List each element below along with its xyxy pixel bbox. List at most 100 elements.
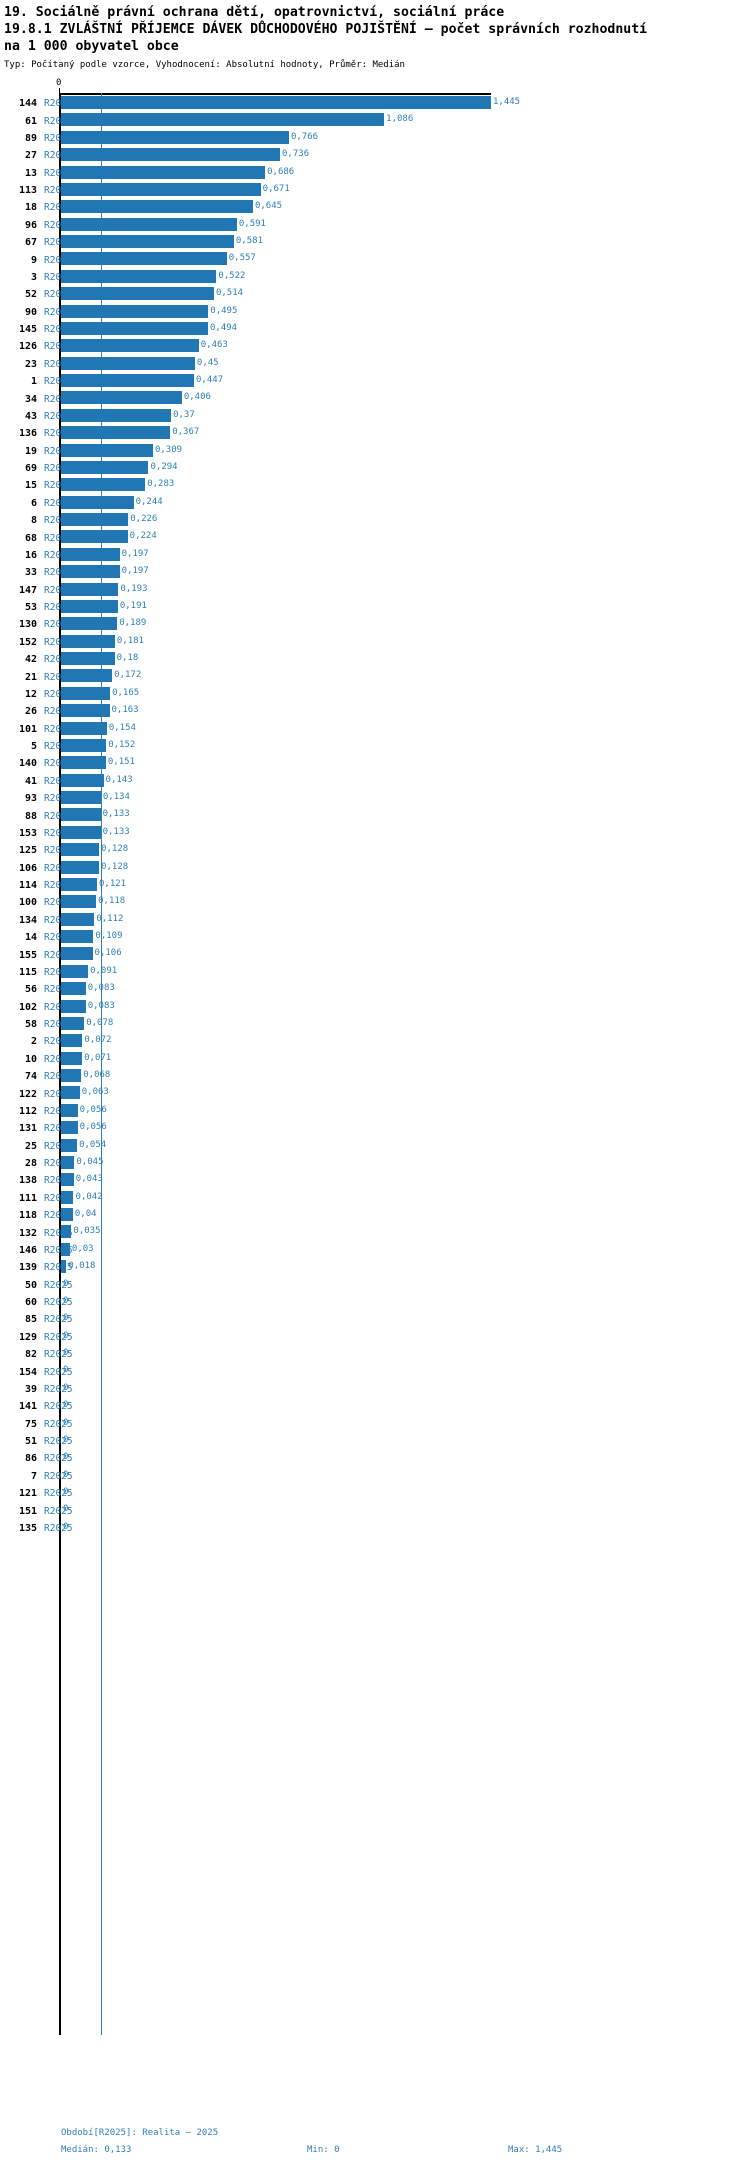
bar[interactable] [61,1086,80,1100]
bar[interactable] [61,1121,78,1135]
bar[interactable] [61,1016,85,1030]
bar[interactable] [61,1034,83,1048]
bar[interactable] [61,443,153,457]
bar[interactable] [61,843,100,857]
bar[interactable] [61,269,217,283]
row-period-label: R2025 [44,897,73,909]
bar-row: 135 R2025 0 [0,1520,750,1537]
row-period-label: R2025 [44,1053,73,1065]
bar[interactable] [61,1242,70,1256]
bar[interactable] [61,599,118,613]
bar[interactable] [61,669,113,683]
row-period-label: R2025 [44,306,73,318]
bar-with-value: 0 [61,1347,68,1360]
bar[interactable] [61,1173,74,1187]
bar[interactable] [61,235,234,248]
bar-with-value: 0 [61,1382,68,1395]
bar[interactable] [61,686,111,700]
bar[interactable] [61,704,110,718]
bar[interactable] [61,773,104,787]
bar-with-value: 0 [61,1486,68,1499]
bar-row: 144 R2025 1,445 [0,95,750,112]
row-period-label: R2025 [44,1175,73,1187]
bar[interactable] [61,287,214,301]
bar-value-label: 0,189 [119,618,147,629]
bar[interactable] [61,999,86,1013]
bar[interactable] [61,513,129,526]
bar[interactable] [61,1208,73,1221]
row-category-label: 113 [18,185,37,197]
bar[interactable] [61,96,491,109]
row-category-label: 93 [24,793,37,805]
bar[interactable] [61,182,261,196]
bar-value-label: 0,078 [86,1017,114,1028]
bar[interactable] [61,1155,75,1169]
bar[interactable] [61,1069,82,1082]
bar-value-label: 0 [63,1295,69,1306]
bar[interactable] [61,1190,74,1204]
bar[interactable] [61,339,199,353]
row-period-label: R2025 [44,376,73,388]
bar[interactable] [61,877,97,891]
bar-value-label: 0,494 [210,322,238,333]
bar[interactable] [61,947,93,961]
bar[interactable] [61,217,237,231]
bar[interactable] [61,791,101,804]
bar[interactable] [61,1225,72,1239]
row-period-label: R2025 [44,984,73,996]
row-period-label: R2025 [44,1262,73,1274]
bar[interactable] [61,756,106,770]
bar[interactable] [61,930,94,943]
bar[interactable] [61,374,195,387]
bar[interactable] [61,304,209,318]
bar[interactable] [61,252,227,266]
bar[interactable] [61,165,266,179]
bar[interactable] [61,408,172,422]
bar[interactable] [61,808,101,822]
bar[interactable] [61,478,146,492]
bar[interactable] [61,825,101,839]
row-category-label: 121 [18,1488,37,1500]
bar-value-label: 0,37 [173,409,195,420]
bar[interactable] [61,860,100,874]
bar[interactable] [61,964,89,978]
bar[interactable] [61,426,171,440]
bar-with-value: 0,042 [61,1190,103,1204]
chart-footer: Období[R2025]: Realita – 2025 Medián: 0,… [0,2126,750,2160]
bar[interactable] [61,321,208,335]
bar-value-label: 0,071 [84,1052,112,1063]
bar[interactable] [61,738,107,752]
bar-row: 153 R2025 0,133 [0,825,750,842]
bar[interactable] [61,1138,78,1152]
bar[interactable] [61,895,97,909]
bar[interactable] [61,912,95,926]
bar[interactable] [61,652,115,665]
bar[interactable] [61,582,119,596]
bar-with-value: 0,043 [61,1173,103,1187]
bar[interactable] [61,460,149,474]
row-category-label: 61 [24,115,37,127]
bar[interactable] [61,721,107,735]
bar[interactable] [61,1051,83,1065]
bar[interactable] [61,356,195,370]
bar-row: 42 R2025 0,18 [0,651,750,668]
bar-with-value: 0 [61,1330,68,1343]
bar[interactable] [61,1260,67,1274]
axis-zero-tick-mark [59,88,60,93]
bar[interactable] [61,547,120,561]
bar[interactable] [61,148,281,162]
bar[interactable] [61,565,120,579]
bar[interactable] [61,634,115,648]
bar[interactable] [61,530,128,544]
bar-row: 146 R2025 0,03 [0,1242,750,1259]
bar[interactable] [61,1103,78,1117]
bar[interactable] [61,200,253,214]
row-category-label: 10 [24,1053,37,1065]
bar[interactable] [61,495,134,509]
bar[interactable] [61,391,182,405]
bar[interactable] [61,130,289,144]
bar[interactable] [61,617,118,631]
bar-with-value: 0,189 [61,617,147,631]
bar[interactable] [61,982,86,996]
bar[interactable] [61,113,385,127]
